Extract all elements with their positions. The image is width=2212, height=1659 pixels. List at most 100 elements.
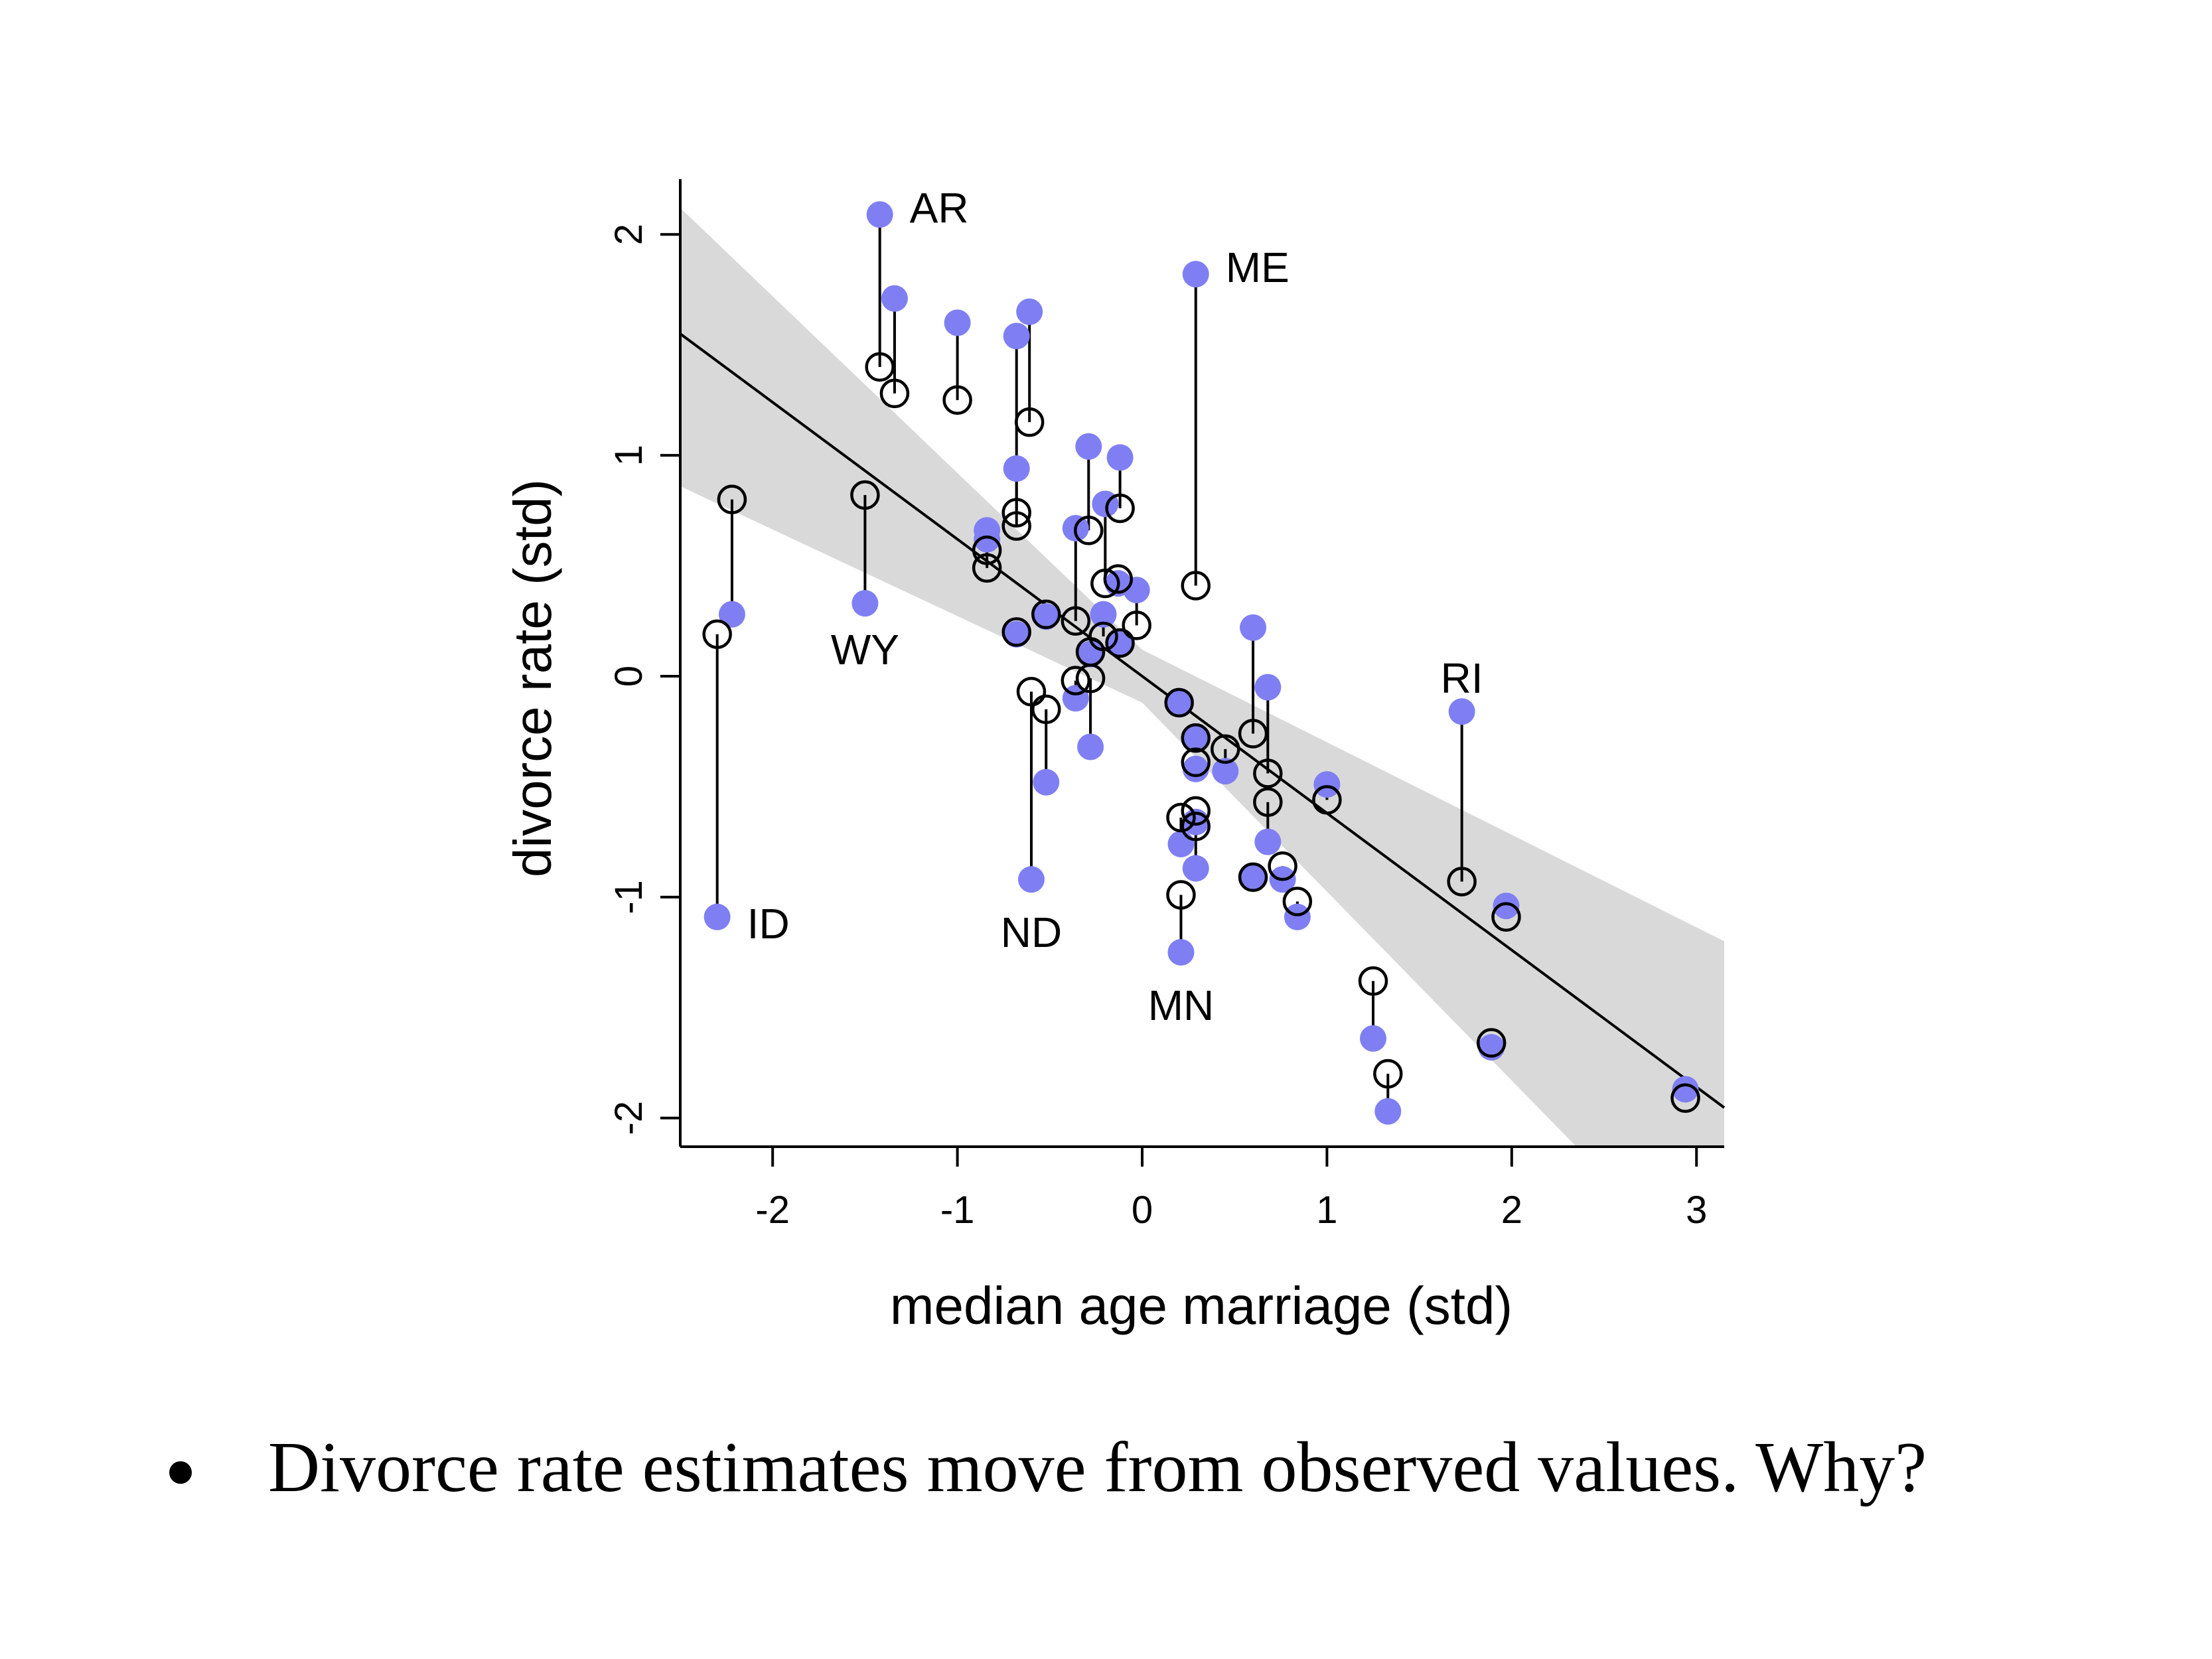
estimate-point <box>1358 966 1388 996</box>
x-tick-label: 3 <box>1686 1189 1707 1232</box>
estimate-point <box>1001 511 1031 541</box>
caption-bullet: Divorce rate estimates move from observe… <box>169 1427 1927 1509</box>
state-label: ID <box>747 900 790 948</box>
estimate-point <box>1181 796 1211 826</box>
state-label: ME <box>1226 244 1290 291</box>
observed-point <box>866 201 893 228</box>
state-label: AR <box>910 184 969 232</box>
x-tick-label: 2 <box>1501 1189 1522 1232</box>
estimate-point <box>1074 516 1104 545</box>
observed-point <box>1106 630 1134 657</box>
observed-point <box>1284 903 1311 930</box>
state-label: RI <box>1441 654 1483 702</box>
estimate-point <box>1105 493 1135 524</box>
estimate-point <box>1122 611 1151 640</box>
confidence-band-area <box>680 208 1724 1147</box>
observed-point <box>718 601 745 628</box>
estimate-point <box>1181 812 1211 841</box>
estimate-point <box>1103 564 1134 594</box>
observed-point <box>974 526 1001 553</box>
observed-point <box>1493 893 1520 920</box>
observed-point <box>1254 828 1282 855</box>
observed-point <box>1167 939 1195 966</box>
regression-line-path <box>679 332 1726 1109</box>
observed-point <box>1182 855 1209 882</box>
axes: -2 -1 0 1 2 3 -2 -1 0 1 2 <box>607 179 1724 1232</box>
estimate-point <box>865 352 895 382</box>
estimate-point <box>1166 880 1196 910</box>
estimate-point <box>1181 747 1211 778</box>
observed-point <box>1182 725 1209 752</box>
estimate-point <box>1061 666 1091 695</box>
estimate-point <box>1105 628 1135 658</box>
observed-point <box>1003 455 1030 482</box>
observed-point <box>1672 1076 1699 1103</box>
observed-point <box>1003 323 1030 350</box>
y-tick-label: -1 <box>607 880 650 914</box>
observed-point <box>1033 603 1060 630</box>
observed-point <box>1090 601 1117 628</box>
estimate-point <box>702 619 732 649</box>
observed-point <box>1017 866 1045 893</box>
x-tick-label: -1 <box>940 1189 975 1232</box>
observed-point <box>1212 758 1239 785</box>
observed-point <box>1092 490 1119 518</box>
estimate-point <box>1181 571 1211 601</box>
estimate-point <box>1075 664 1106 693</box>
confidence-band <box>680 208 1724 1147</box>
observed-point <box>1016 298 1043 325</box>
estimate-point <box>1447 867 1477 897</box>
estimate-point <box>1670 1083 1700 1114</box>
estimate-point <box>1166 802 1196 833</box>
estimate-point <box>1090 568 1120 599</box>
x-tick-label: 1 <box>1316 1189 1337 1232</box>
y-tick-label: 0 <box>607 666 650 687</box>
estimate-point <box>1014 407 1045 437</box>
estimate-point <box>1238 862 1268 893</box>
observed-point <box>1003 620 1030 648</box>
observed-point <box>1374 1098 1402 1125</box>
estimate-point <box>1164 687 1194 718</box>
observed-point <box>851 590 879 617</box>
estimate-point <box>1061 606 1091 636</box>
estimate-point <box>972 553 1002 583</box>
observed-point <box>1313 771 1341 798</box>
observed-point <box>1360 1025 1387 1052</box>
y-axis-title: divorce rate (std) <box>503 479 562 877</box>
estimate-point <box>1312 785 1342 815</box>
observed-point <box>1240 614 1267 641</box>
observed-point <box>1448 698 1475 725</box>
estimate-point <box>1373 1058 1403 1089</box>
estimate-point <box>1268 851 1297 881</box>
y-tick-label: -2 <box>607 1101 650 1135</box>
estimate-point <box>1282 887 1313 916</box>
observed-point <box>1240 863 1267 891</box>
state-label: ND <box>1001 908 1062 956</box>
estimate-point <box>1476 1028 1507 1058</box>
estimate-point <box>1253 787 1283 817</box>
state-label: WY <box>831 626 899 674</box>
observed-point <box>1182 261 1209 288</box>
estimate-point <box>1253 758 1283 788</box>
y-tick-label: 2 <box>607 224 650 245</box>
regression-line <box>679 332 1726 1109</box>
estimate-point <box>1001 617 1031 647</box>
observed-point <box>1182 755 1209 782</box>
bullet-icon <box>169 1461 192 1484</box>
estimate-point <box>1211 734 1240 764</box>
observed-point <box>1167 830 1195 857</box>
estimate-point <box>942 385 972 415</box>
state-label: MN <box>1148 981 1215 1029</box>
observed-point <box>1033 768 1060 796</box>
estimate-point <box>1001 498 1031 528</box>
observed-point <box>1165 689 1193 716</box>
y-tick-label: 1 <box>607 445 650 466</box>
estimate-point <box>1491 902 1521 932</box>
estimate-point <box>1016 677 1047 707</box>
x-tick-label: -2 <box>755 1189 790 1232</box>
observed-point <box>944 309 971 336</box>
estimate-point <box>879 378 910 409</box>
estimate-point <box>717 484 747 514</box>
x-tick-label: 0 <box>1132 1189 1153 1232</box>
